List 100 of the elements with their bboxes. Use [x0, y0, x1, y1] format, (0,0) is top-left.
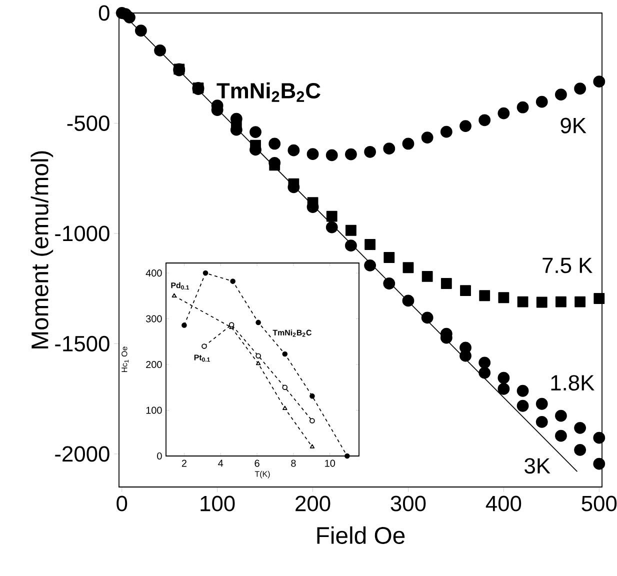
- x-axis-title: Field Oe: [317, 526, 405, 544]
- point: [593, 432, 606, 444]
- point: [228, 322, 234, 328]
- point: [440, 278, 452, 289]
- point: [574, 82, 586, 95]
- point: [516, 400, 529, 412]
- point: [364, 259, 376, 272]
- x-tick-label: 0: [116, 496, 128, 512]
- point: [326, 210, 338, 222]
- point: [202, 270, 208, 276]
- y-tick-label: -1000: [55, 226, 110, 242]
- x-tick-label: 500: [582, 496, 617, 512]
- point: [460, 285, 471, 296]
- y-tick-label: 0: [157, 452, 162, 460]
- y-tick-label: 0: [98, 5, 110, 21]
- x-tick-label: 10: [325, 460, 336, 467]
- point: [421, 132, 434, 144]
- point: [555, 88, 567, 101]
- point: [422, 271, 433, 282]
- point: [182, 322, 187, 328]
- y-tick-label: 400: [146, 270, 162, 277]
- point: [498, 372, 510, 384]
- point: [479, 290, 490, 302]
- point: [556, 296, 566, 308]
- point: [516, 101, 529, 114]
- series-label: 9K: [560, 118, 586, 134]
- point: [478, 114, 491, 126]
- text: TmNi$_{2}$B$_{2}$C: [216, 82, 320, 102]
- y-tick-label: 300: [146, 315, 162, 322]
- point: [346, 224, 356, 236]
- point: [478, 366, 491, 379]
- point: [536, 398, 548, 410]
- point: [230, 278, 236, 284]
- x-tick-label: 2: [182, 460, 186, 467]
- point: [345, 240, 357, 252]
- series-label: 7.5 K: [542, 258, 592, 274]
- x-tick-label: 200: [296, 496, 330, 512]
- point: [306, 148, 319, 160]
- point: [256, 360, 261, 366]
- y-tick-label: -2000: [55, 446, 110, 462]
- point: [250, 126, 262, 138]
- point: [421, 312, 434, 324]
- point: [310, 418, 315, 424]
- point: [516, 384, 529, 397]
- point: [154, 44, 166, 56]
- point: [202, 344, 207, 349]
- point: [536, 96, 548, 108]
- point: [310, 444, 315, 448]
- point: [402, 138, 414, 150]
- point: [256, 320, 261, 326]
- point: [402, 294, 414, 307]
- point: [536, 416, 548, 428]
- point: [536, 296, 548, 308]
- point: [383, 142, 396, 155]
- x-tick-label: 400: [486, 496, 522, 512]
- point: [574, 296, 586, 308]
- point: [364, 146, 376, 158]
- point: [555, 430, 567, 442]
- point: [256, 353, 261, 358]
- y-tick-label: 200: [146, 361, 162, 368]
- point: [326, 149, 338, 162]
- point: [440, 126, 452, 138]
- point: [135, 24, 147, 37]
- point: [574, 422, 586, 434]
- point: [172, 293, 177, 298]
- y-tick-label: -500: [67, 115, 110, 131]
- point: [498, 382, 510, 395]
- point: [282, 406, 288, 410]
- point: [282, 384, 288, 390]
- x-tick-label: 100: [200, 496, 235, 512]
- point: [124, 11, 136, 24]
- x-tick-label: 6: [254, 460, 260, 467]
- point: [384, 252, 395, 263]
- point: [288, 144, 300, 156]
- point: [345, 148, 357, 160]
- x-tick-label: 300: [390, 496, 426, 512]
- y-axis-title: Moment (emu/mol): [30, 151, 54, 348]
- point: [282, 351, 288, 357]
- point: [517, 296, 528, 308]
- point: [310, 393, 315, 399]
- y-tick-label: 100: [146, 406, 162, 414]
- point: [268, 138, 281, 150]
- point: [555, 410, 567, 422]
- x-tick-label: 8: [291, 460, 296, 467]
- y-tick-label: -1500: [55, 336, 110, 352]
- point: [364, 239, 376, 250]
- point: [460, 120, 472, 132]
- point: [326, 221, 338, 234]
- point: [383, 278, 396, 290]
- series-label: 1.8K: [551, 375, 594, 391]
- point: [574, 444, 586, 456]
- point: [478, 356, 491, 369]
- point: [593, 76, 606, 88]
- point: [498, 292, 510, 304]
- point: [498, 107, 510, 120]
- point: [402, 262, 414, 274]
- point: [593, 458, 606, 470]
- x-tick-label: 4: [218, 460, 224, 467]
- point: [594, 293, 605, 304]
- point: [344, 453, 350, 459]
